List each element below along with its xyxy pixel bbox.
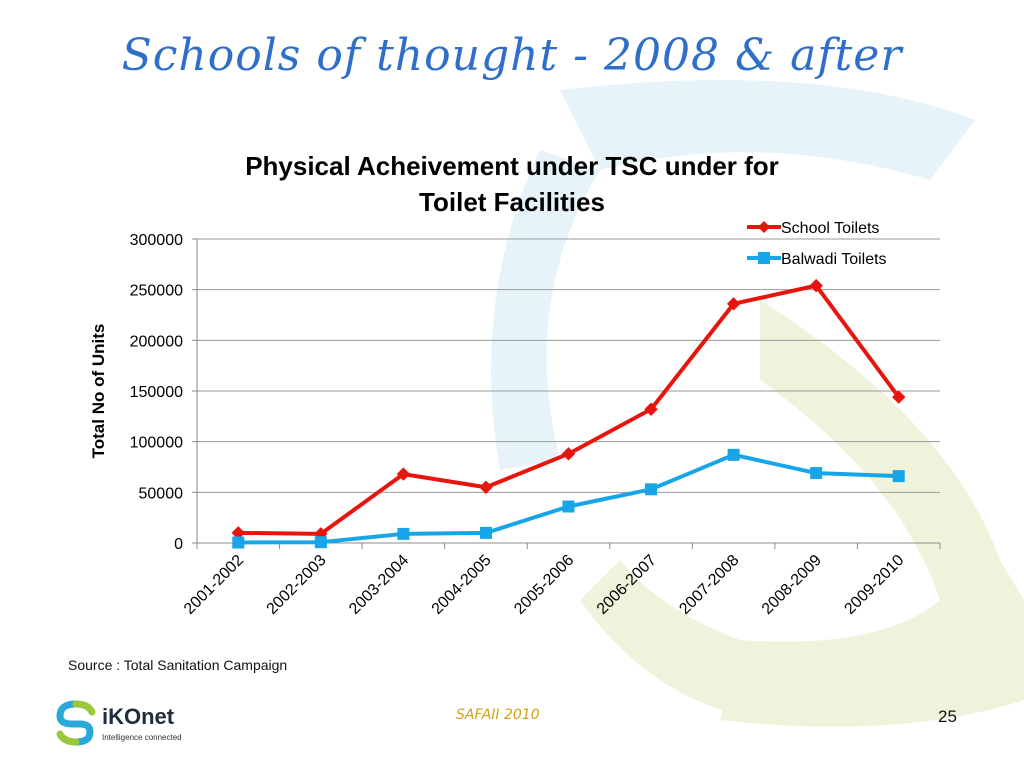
x-tick-label: 2002-2003 (264, 552, 330, 618)
chart-gridlines (197, 238, 940, 544)
data-point (727, 448, 740, 461)
series-line (238, 283, 901, 536)
x-tick-label: 2006-2007 (594, 552, 660, 618)
y-tick-label: 250000 (130, 283, 183, 300)
data-point (810, 467, 823, 480)
x-tick-label: 2005-2006 (511, 552, 577, 618)
chart-legend: School Toilets Balwadi Toilets (747, 220, 887, 268)
y-axis-label: Total No of Units (89, 324, 108, 459)
data-point (892, 470, 905, 483)
data-point (314, 536, 327, 549)
x-axis: 2001-2002 2002-2003 2003-2004 2004-2005 2005… (181, 543, 941, 618)
series-line (238, 452, 899, 545)
data-point (644, 402, 658, 416)
y-tick-label: 100000 (130, 435, 183, 452)
x-tick-label: 2001-2002 (181, 552, 247, 618)
y-tick-label: 300000 (130, 232, 183, 249)
legend-marker (758, 221, 770, 233)
data-point (809, 278, 823, 293)
logo-tagline: Intelligence connected (102, 733, 182, 742)
chart-series (231, 278, 906, 549)
x-tick-label: 2008-2009 (759, 552, 825, 618)
company-logo: iKOnet Intelligence connected (54, 700, 194, 750)
logo-mark-icon (56, 700, 96, 746)
data-point (232, 536, 245, 549)
legend-label: School Toilets (781, 220, 879, 237)
data-point (479, 526, 492, 539)
chart-title-line: Physical Acheivement under TSC under for (245, 151, 779, 181)
legend-marker (758, 252, 770, 264)
x-tick-label: 2007-2008 (676, 552, 742, 618)
data-point (726, 297, 741, 311)
logo-name: iKOnet (102, 704, 175, 729)
footer-event-label: SAFAII 2010 (456, 707, 540, 723)
y-tick-label: 150000 (130, 384, 183, 401)
data-point (892, 390, 906, 404)
y-tick-label: 50000 (139, 485, 184, 502)
data-point (645, 483, 658, 496)
slide-title: Schools of thought - 2008 & after (121, 30, 903, 81)
y-tick-label: 200000 (130, 333, 183, 350)
chart-title: Physical Acheivement under TSC under for… (245, 151, 779, 217)
y-tick-label: 0 (174, 536, 183, 553)
legend-label: Balwadi Toilets (781, 251, 887, 268)
data-point (561, 447, 576, 461)
page-number: 25 (938, 707, 957, 726)
data-point (397, 527, 410, 540)
x-tick-label: 2003-2004 (346, 552, 412, 618)
x-tick-label: 2004-2005 (429, 552, 495, 618)
source-note: Source : Total Sanitation Campaign (68, 657, 288, 673)
data-point (562, 500, 575, 513)
y-axis: 0 50000 100000 150000 200000 250000 300000 Tota… (89, 232, 198, 553)
data-point (396, 467, 411, 481)
data-point (479, 480, 493, 494)
chart-title-line: Toilet Facilities (419, 187, 605, 217)
x-tick-label: 2009-2010 (841, 552, 907, 618)
